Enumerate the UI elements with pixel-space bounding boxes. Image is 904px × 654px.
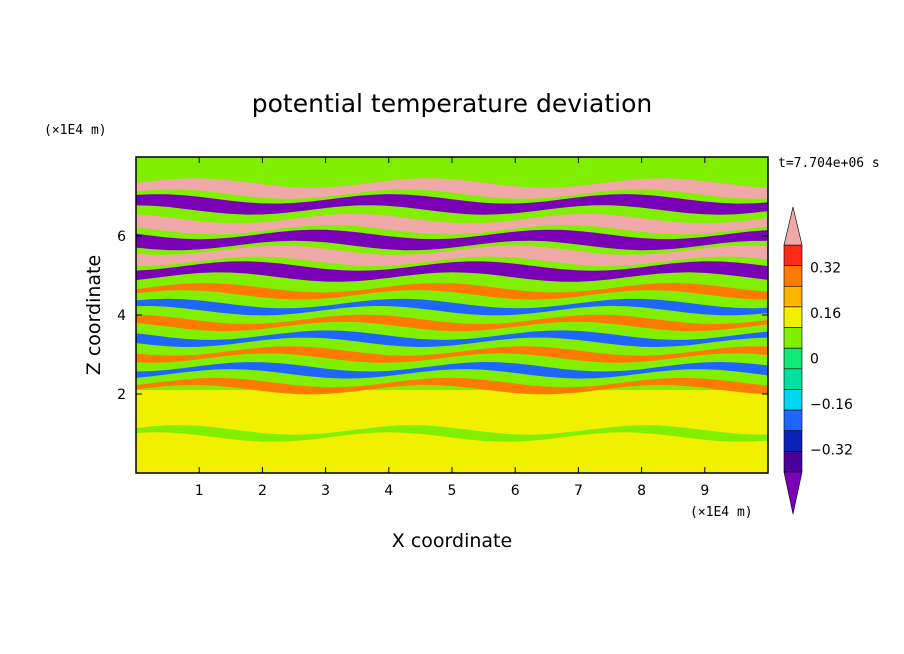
contour-band — [136, 330, 768, 347]
colorbar-tick-label: 0.32 — [810, 261, 841, 277]
colorbar-segment — [783, 306, 803, 328]
contour-band — [136, 178, 768, 199]
y-tick-label: 2 — [117, 387, 126, 403]
colorbar-segment — [783, 409, 803, 432]
contour-band — [136, 261, 768, 282]
y-unit-label: (×1E4 m) — [44, 123, 107, 138]
x-tick-label: 9 — [700, 483, 709, 499]
colorbar-tick-label: −0.32 — [810, 442, 853, 458]
contour-band — [136, 346, 768, 363]
contour-band — [136, 298, 768, 316]
colorbar-segment — [783, 430, 803, 452]
y-tick-label: 4 — [117, 308, 126, 324]
x-tick-label: 5 — [448, 483, 457, 499]
contour-band — [136, 229, 768, 251]
colorbar-segment — [783, 451, 803, 473]
colorbar-segment — [783, 347, 803, 370]
x-unit-label: (×1E4 m) — [690, 505, 753, 520]
colorbar-tick-label: 0 — [810, 352, 819, 368]
contour-band — [136, 425, 768, 442]
y-tick-label: 6 — [117, 229, 126, 245]
chart-title: potential temperature deviation — [252, 89, 652, 118]
colorbar-segment — [783, 244, 803, 266]
colorbar-segment — [783, 265, 803, 287]
contour-band — [136, 362, 768, 379]
x-tick-label: 4 — [384, 483, 393, 499]
x-tick-label: 1 — [195, 483, 204, 499]
x-tick-label: 6 — [511, 483, 520, 499]
y-axis-label: Z coordinate — [83, 255, 105, 375]
x-axis: 1 2 3 4 5 6 7 8 9 — [195, 157, 709, 499]
colorbar-segment — [783, 368, 803, 390]
contour-band — [136, 194, 768, 215]
contour-bands — [136, 178, 768, 442]
colorbar-top-extend — [783, 206, 803, 246]
colorbar: 0.32 0.16 0 −0.16 −0.32 — [783, 206, 853, 515]
colorbar-segment — [783, 285, 803, 308]
contour-band — [136, 314, 768, 332]
x-tick-label: 3 — [321, 483, 330, 499]
contour-band — [136, 283, 768, 300]
colorbar-segment — [783, 389, 803, 411]
time-label: t=7.704e+06 s — [778, 156, 880, 171]
x-axis-label: X coordinate — [392, 530, 512, 552]
colorbar-tick-label: −0.16 — [810, 397, 853, 413]
y-axis: 2 4 6 — [117, 229, 768, 403]
colorbar-tick-label: 0.16 — [810, 306, 841, 322]
x-tick-label: 8 — [637, 483, 646, 499]
colorbar-bottom-extend — [783, 471, 803, 515]
contour-band — [136, 377, 768, 395]
x-tick-label: 2 — [258, 483, 267, 499]
x-tick-label: 7 — [574, 483, 583, 499]
contour-band — [136, 213, 768, 235]
colorbar-segment — [783, 327, 803, 349]
contour-band — [136, 245, 768, 266]
